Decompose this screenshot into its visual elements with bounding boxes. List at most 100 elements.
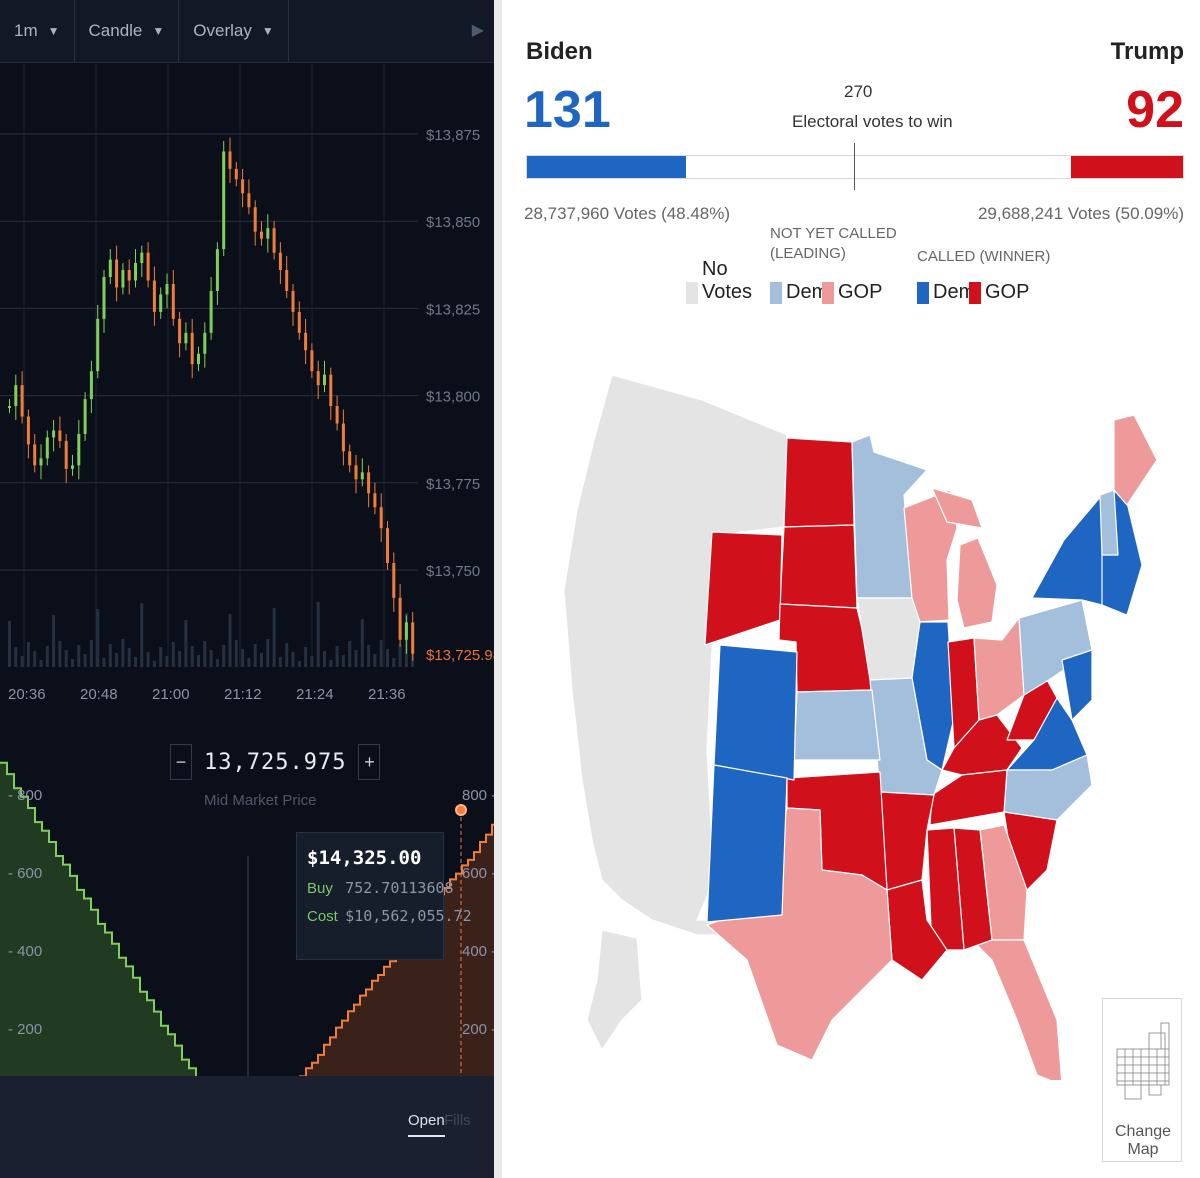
candle-body [260, 231, 263, 239]
volume-bar [304, 647, 308, 667]
volume-bar [33, 651, 37, 667]
depth-tick-right: 200 - [462, 1021, 494, 1038]
state-michigan-leading-gop[interactable] [956, 537, 998, 629]
volume-bar [379, 640, 383, 667]
bid-area [0, 762, 232, 1076]
candle-body [83, 399, 87, 434]
candle-body [8, 406, 11, 409]
volume-bar [20, 656, 24, 667]
state-texas-leading-gop[interactable] [706, 807, 893, 1061]
volume-bar [272, 608, 276, 667]
candle-body [297, 311, 301, 333]
change-map-label: Change Map [1114, 1123, 1172, 1158]
state-ohio-leading-gop[interactable] [973, 617, 1025, 721]
depth-chart[interactable]: - 800 800 - - 600 600 - - 400 400 - - 200 200 - [0, 720, 494, 1076]
legend-called-gop: GOP [969, 281, 1029, 304]
legend-not-called-heading: NOT YET CALLED (LEADING) [770, 225, 897, 262]
time-tick-label: 20:48 [80, 686, 118, 703]
candle-body [348, 451, 352, 466]
volume-bar [152, 661, 156, 667]
state-west-virginia-gop[interactable] [1006, 679, 1058, 741]
candle-body [304, 332, 308, 351]
candle-body [45, 437, 49, 459]
state-colorado-dem[interactable] [713, 644, 798, 781]
volume-bar [348, 641, 352, 667]
overlay-dropdown[interactable]: Overlay ▼ [179, 0, 289, 62]
volume-bar [83, 654, 87, 667]
volume-bar [115, 653, 119, 667]
grid-map-icon [1116, 1022, 1170, 1100]
volume-bar [121, 639, 125, 667]
change-map-button[interactable]: Change Map [1102, 998, 1182, 1162]
state-kansas-leading-dem[interactable] [793, 689, 881, 761]
legend-called-heading: CALLED (WINNER) [917, 248, 1051, 265]
volume-bar [45, 646, 49, 667]
candle-body [184, 332, 188, 344]
price-tick-label: $13,875 [426, 127, 480, 144]
legend-no-votes: Votes [686, 281, 752, 304]
volume-bar [260, 653, 263, 667]
chevron-down-icon: ▼ [261, 24, 274, 38]
volume-bar [323, 651, 326, 667]
candle-body [20, 385, 24, 417]
candle-body [247, 193, 251, 208]
candle-body [253, 207, 257, 232]
zoom-out-button[interactable]: − [170, 744, 192, 780]
volume-bar [386, 649, 389, 667]
candle-body [341, 423, 345, 452]
gop-bar-fill [1071, 156, 1183, 178]
candle-body [379, 507, 383, 529]
volume-bar [171, 642, 175, 667]
mid-price-control: − 13,725.975 + [170, 744, 381, 780]
candle-body [329, 374, 333, 407]
interval-dropdown[interactable]: 1m ▼ [0, 0, 75, 62]
candle-body [222, 151, 226, 250]
state-montana-gop[interactable] [783, 437, 855, 528]
time-tick-label: 21:00 [152, 686, 190, 703]
state-south-dakota-gop[interactable] [779, 524, 858, 609]
candle-body [165, 283, 169, 295]
volume-bar [178, 651, 182, 667]
state-new-mexico-dem[interactable] [706, 764, 788, 923]
state-florida-leading-gop[interactable] [971, 939, 1063, 1080]
zoom-in-button[interactable]: + [358, 744, 381, 780]
legend-swatch [969, 281, 981, 304]
tab-fills[interactable]: Fills [444, 1112, 471, 1129]
dem-bar-fill [527, 156, 687, 178]
dem-electoral-votes: 131 [524, 81, 611, 139]
state-maine-leading-gop[interactable] [1113, 414, 1158, 506]
volume-bar [310, 656, 314, 667]
state-west-no-votes[interactable] [563, 374, 788, 936]
state-arkansas-gop[interactable] [879, 791, 935, 891]
chart-type-dropdown[interactable]: Candle ▼ [75, 0, 180, 62]
tab-open[interactable]: Open [408, 1112, 445, 1137]
price-tick-label: $13,775 [426, 476, 480, 493]
depth-tick-left: - 200 [8, 1021, 42, 1038]
candle-body [323, 374, 326, 386]
state-upper-michigan-leading-gop[interactable] [931, 487, 983, 529]
candlestick-chart[interactable]: $13,875 $13,850 $13,825 $13,800 $13,775 $13,7… [0, 62, 494, 720]
chart-toolbar: 1m ▼ Candle ▼ Overlay ▼ ▶ [0, 0, 494, 63]
candle-body [96, 318, 100, 372]
state-tennessee-gop[interactable] [929, 769, 1008, 826]
state-new-hampshire-leading-dem[interactable] [1099, 489, 1119, 556]
dem-candidate-name: Biden [526, 38, 593, 65]
volume-bar [58, 641, 62, 667]
price-grid [0, 62, 418, 667]
legend-no-votes-label: No [702, 258, 728, 280]
play-arrow-icon[interactable]: ▶ [471, 22, 484, 39]
legend-leading-gop: GOP [822, 281, 882, 304]
state-alaska-no-votes[interactable] [586, 929, 643, 1051]
state-wyoming-gop[interactable] [704, 531, 783, 646]
legend-swatch [686, 281, 698, 304]
volume-bar [134, 657, 137, 667]
candle-body [140, 252, 144, 264]
us-electoral-map[interactable] [502, 360, 1200, 1080]
candle-body [291, 290, 295, 312]
volume-bar [398, 644, 402, 667]
candle-body [367, 472, 371, 494]
volume-bar [203, 641, 207, 667]
state-mid-atlantic-dem[interactable] [1061, 649, 1093, 721]
state-mississippi-gop[interactable] [926, 827, 965, 951]
candle-body [197, 353, 200, 365]
